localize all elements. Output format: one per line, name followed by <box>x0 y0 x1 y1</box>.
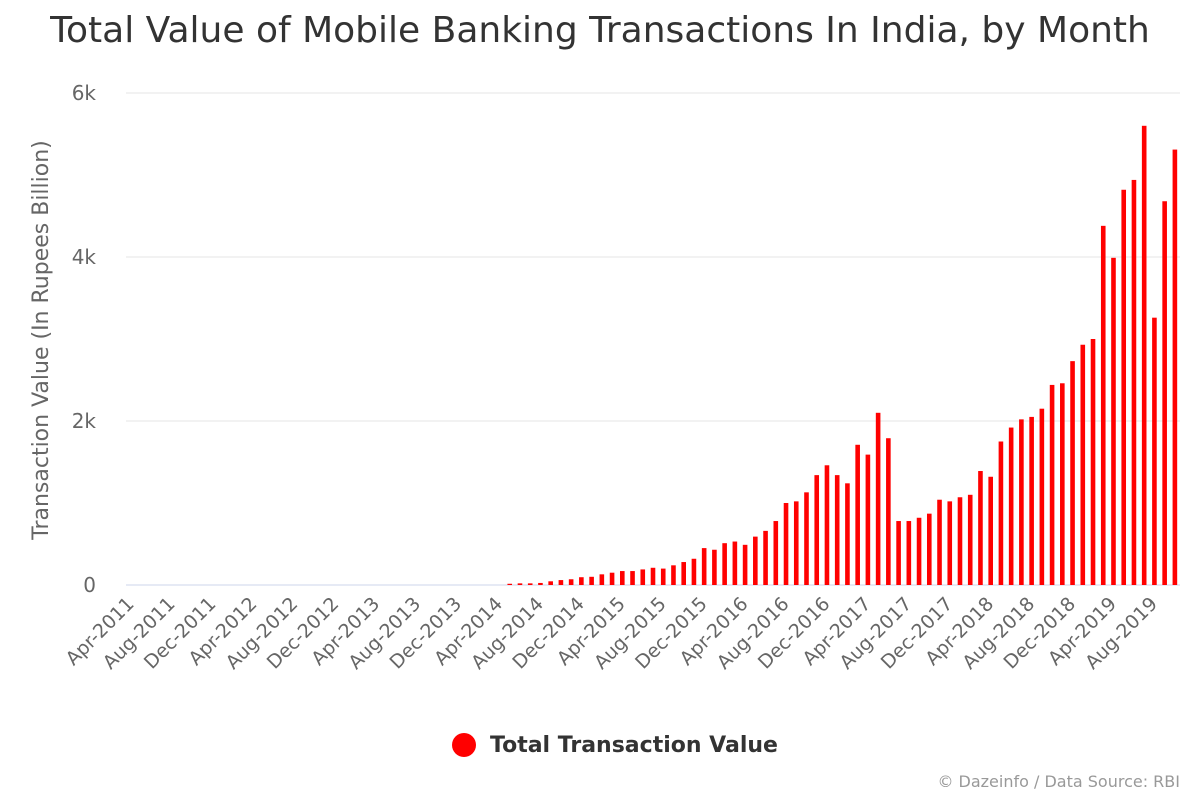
bar[interactable] <box>1029 416 1034 585</box>
bar[interactable] <box>1008 427 1014 585</box>
bar[interactable] <box>906 521 912 585</box>
legend[interactable]: Total Transaction Value <box>452 731 778 759</box>
bar[interactable] <box>1141 125 1147 586</box>
bar[interactable] <box>1172 149 1178 585</box>
bar[interactable] <box>701 548 707 585</box>
bar[interactable] <box>1152 317 1157 585</box>
grid-lines <box>126 92 1180 586</box>
bar[interactable] <box>865 454 871 585</box>
bar[interactable] <box>589 576 594 585</box>
bar[interactable] <box>579 577 584 585</box>
bar[interactable] <box>978 471 983 585</box>
bar[interactable] <box>824 465 830 585</box>
bar[interactable] <box>568 579 574 585</box>
bar[interactable] <box>916 517 922 585</box>
bar[interactable] <box>722 543 727 585</box>
y-tick-label: 0 <box>83 573 96 597</box>
bar[interactable] <box>845 483 850 585</box>
bar[interactable] <box>1019 419 1024 585</box>
credits[interactable]: © Dazeinfo / Data Source: RBI <box>937 772 1180 791</box>
bar[interactable] <box>609 572 615 585</box>
bar[interactable] <box>947 501 953 585</box>
y-tick-label: 4k <box>72 245 97 269</box>
bar[interactable] <box>988 476 993 585</box>
bar[interactable] <box>1039 408 1045 585</box>
bar[interactable] <box>1111 257 1116 585</box>
bar[interactable] <box>855 444 860 585</box>
bar[interactable] <box>619 571 625 585</box>
bar[interactable] <box>763 530 768 585</box>
bar[interactable] <box>742 544 748 585</box>
bar[interactable] <box>527 583 533 585</box>
bar[interactable] <box>660 568 666 585</box>
y-tick-label: 6k <box>72 81 97 105</box>
bar[interactable] <box>1080 344 1086 585</box>
bar[interactable] <box>998 441 1004 586</box>
y-axis-label: Transaction Value (In Rupees Billion) <box>29 140 54 541</box>
y-axis-ticks: 0 2k 4k 6k <box>72 81 97 597</box>
bar[interactable] <box>712 549 717 585</box>
bar[interactable] <box>732 541 738 585</box>
bar[interactable] <box>538 582 543 585</box>
bar[interactable] <box>681 562 687 585</box>
bar[interactable] <box>957 497 963 585</box>
bar[interactable] <box>804 492 809 585</box>
bar[interactable] <box>1060 383 1065 585</box>
bar[interactable] <box>886 438 891 585</box>
bar[interactable] <box>793 501 799 585</box>
bar[interactable] <box>896 521 901 585</box>
bar[interactable] <box>1049 384 1055 585</box>
bar[interactable] <box>671 565 676 585</box>
bar[interactable] <box>753 536 758 585</box>
x-axis-ticks: Apr-2011Aug-2011Dec-2011Apr-2012Aug-2012… <box>62 593 1162 674</box>
bar[interactable] <box>1090 339 1096 585</box>
bar[interactable] <box>691 558 697 585</box>
chart-title: Total Value of Mobile Banking Transactio… <box>50 10 1150 51</box>
bar[interactable] <box>599 574 605 585</box>
bar[interactable] <box>967 494 973 585</box>
bar[interactable] <box>937 499 942 585</box>
bar[interactable] <box>1121 189 1127 585</box>
bar[interactable] <box>650 567 656 585</box>
bar[interactable] <box>630 571 635 585</box>
bar[interactable] <box>1070 361 1075 585</box>
bar[interactable] <box>814 475 820 585</box>
bar[interactable] <box>558 580 564 585</box>
bar[interactable] <box>1131 179 1137 586</box>
legend-marker-icon <box>452 733 476 757</box>
bar[interactable] <box>1162 201 1167 586</box>
bar[interactable] <box>517 583 523 585</box>
bar[interactable] <box>875 412 881 585</box>
y-tick-label: 2k <box>72 409 97 433</box>
bar[interactable] <box>773 521 779 585</box>
bar[interactable] <box>548 581 553 585</box>
bars <box>507 125 1178 586</box>
bar[interactable] <box>640 569 646 585</box>
bar[interactable] <box>783 503 789 585</box>
bar[interactable] <box>834 475 840 585</box>
bar[interactable] <box>1100 225 1106 585</box>
bar[interactable] <box>926 513 932 585</box>
legend-label: Total Transaction Value <box>490 732 778 758</box>
bar[interactable] <box>507 583 513 585</box>
